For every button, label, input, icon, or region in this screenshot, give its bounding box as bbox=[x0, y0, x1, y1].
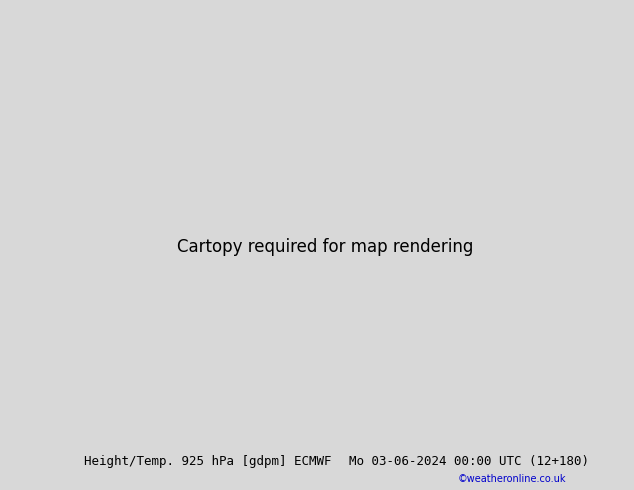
Text: Mo 03-06-2024 00:00 UTC (12+180): Mo 03-06-2024 00:00 UTC (12+180) bbox=[349, 455, 590, 468]
Text: Cartopy required for map rendering: Cartopy required for map rendering bbox=[177, 239, 473, 256]
Text: ©weatheronline.co.uk: ©weatheronline.co.uk bbox=[457, 474, 566, 484]
Text: Height/Temp. 925 hPa [gdpm] ECMWF: Height/Temp. 925 hPa [gdpm] ECMWF bbox=[84, 455, 332, 468]
